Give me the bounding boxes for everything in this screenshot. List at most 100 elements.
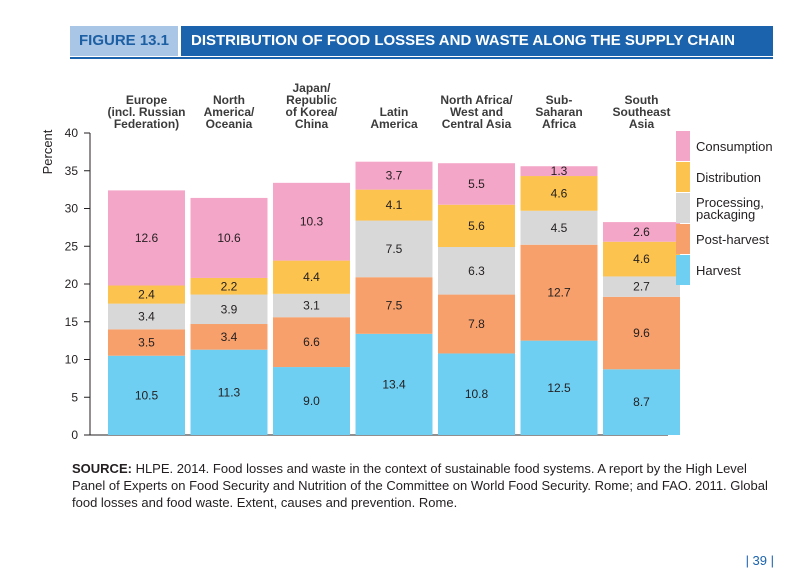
bar-segment	[438, 204, 515, 248]
data-label: 12.5	[547, 381, 571, 395]
y-tick-label: 35	[65, 164, 79, 178]
category-label: Europe (incl. Russian Federation)	[107, 93, 185, 131]
data-label: 7.5	[386, 242, 403, 256]
bar-segment	[520, 176, 598, 211]
data-label: 7.5	[386, 299, 403, 313]
data-label: 9.6	[633, 326, 650, 340]
data-label: 4.6	[633, 252, 650, 266]
category-label: Latin America	[370, 105, 418, 131]
page-number: | 39 |	[745, 553, 774, 568]
bar-segment	[273, 367, 350, 435]
y-tick-label: 0	[71, 428, 78, 442]
bar-segment	[438, 353, 515, 435]
data-label: 7.8	[468, 317, 485, 331]
data-label: 3.5	[138, 336, 155, 350]
data-label: 5.6	[468, 219, 485, 233]
data-label: 3.1	[303, 299, 320, 313]
bar-segment	[355, 220, 433, 278]
bar-segment	[273, 293, 350, 318]
data-label: 5.5	[468, 177, 485, 191]
bar-segment	[190, 349, 268, 435]
data-label: 2.2	[221, 279, 238, 293]
bar-segment	[108, 303, 185, 330]
data-label: 10.5	[135, 388, 159, 402]
bar-segment	[108, 355, 185, 435]
source-text: HLPE. 2014. Food losses and waste in the…	[72, 461, 768, 510]
data-label: 6.3	[468, 264, 485, 278]
figure-header: FIGURE 13.1 DISTRIBUTION OF FOOD LOSSES …	[70, 26, 773, 56]
data-label: 3.4	[221, 330, 238, 344]
bar-segment	[603, 369, 680, 435]
category-label: North Africa/West and Central Asia	[440, 93, 513, 131]
bar-segment	[190, 197, 268, 278]
category-label: Sub-Saharan Africa	[535, 93, 582, 131]
legend-label: Processing, packaging	[696, 195, 764, 222]
source-note: SOURCE: HLPE. 2014. Food losses and wast…	[72, 460, 772, 511]
data-label: 10.8	[465, 387, 489, 401]
bar-segment	[603, 276, 680, 297]
legend-label: Post-harvest	[696, 232, 769, 247]
data-label: 8.7	[633, 395, 650, 409]
bar-segment	[108, 329, 185, 356]
legend-label: Distribution	[696, 170, 761, 185]
bar-segment	[355, 161, 433, 190]
data-label: 3.7	[386, 169, 403, 183]
data-label: 6.6	[303, 335, 320, 349]
y-tick-label: 30	[65, 202, 79, 216]
bar-segment	[273, 317, 350, 368]
header-rule	[70, 57, 773, 59]
y-tick-label: 25	[65, 239, 79, 253]
data-label: 12.6	[135, 231, 159, 245]
data-label: 3.4	[138, 309, 155, 323]
bar-segment	[355, 277, 433, 334]
bar-segment	[438, 294, 515, 354]
figure-label: FIGURE 13.1	[70, 26, 178, 56]
data-label: 11.3	[218, 385, 241, 399]
bar-segment	[108, 190, 185, 286]
bar-segment	[603, 241, 680, 277]
y-axis-label: Percent	[40, 129, 55, 174]
bar-segment	[438, 247, 515, 295]
bar-segment	[273, 182, 350, 261]
y-tick-label: 20	[65, 277, 79, 291]
y-tick-label: 5	[71, 390, 78, 404]
legend-label: Harvest	[696, 263, 741, 278]
bar-segment	[603, 296, 680, 370]
legend-label: Consumption	[696, 139, 773, 154]
data-label: 10.6	[217, 231, 241, 245]
y-tick-label: 40	[65, 126, 79, 140]
legend-swatch	[676, 224, 690, 254]
bar-segment	[438, 163, 515, 205]
data-label: 10.3	[300, 215, 324, 229]
bar-segment	[190, 277, 268, 295]
legend-swatch	[676, 193, 690, 223]
data-label: 13.4	[382, 377, 406, 391]
data-label: 9.0	[303, 394, 320, 408]
data-label: 4.1	[386, 198, 403, 212]
category-label: Japan/Republic of Korea/China	[285, 81, 338, 131]
stacked-bar-chart: 0 5 10 15 20 25 30 35 40 Percent 10.5 3.5 3.4 2.4 12.6…	[40, 81, 773, 442]
bar-segment	[273, 260, 350, 294]
y-tick-label: 10	[65, 353, 79, 367]
data-label: 2.4	[138, 288, 155, 302]
bar-segment	[520, 210, 598, 245]
bar-segment	[520, 340, 598, 435]
legend-swatch	[676, 162, 690, 192]
bar-segment	[355, 189, 433, 221]
data-label: 4.6	[551, 186, 568, 200]
bar-segment	[520, 244, 598, 341]
source-label: SOURCE:	[72, 461, 132, 476]
bar-segment	[603, 222, 680, 242]
bar-segment	[108, 285, 185, 304]
data-label: 1.3	[551, 164, 568, 178]
category-label: South Southeast Asia	[612, 93, 670, 131]
category-label: North America/Oceania	[204, 93, 255, 131]
bar-segment	[355, 333, 433, 435]
bar-segment	[190, 294, 268, 325]
figure-title: DISTRIBUTION OF FOOD LOSSES AND WASTE AL…	[181, 26, 773, 56]
legend-swatch	[676, 131, 690, 161]
data-label: 12.7	[547, 286, 571, 300]
data-label: 4.5	[551, 221, 568, 235]
legend-swatch	[676, 255, 690, 285]
bar-segment	[520, 166, 598, 177]
